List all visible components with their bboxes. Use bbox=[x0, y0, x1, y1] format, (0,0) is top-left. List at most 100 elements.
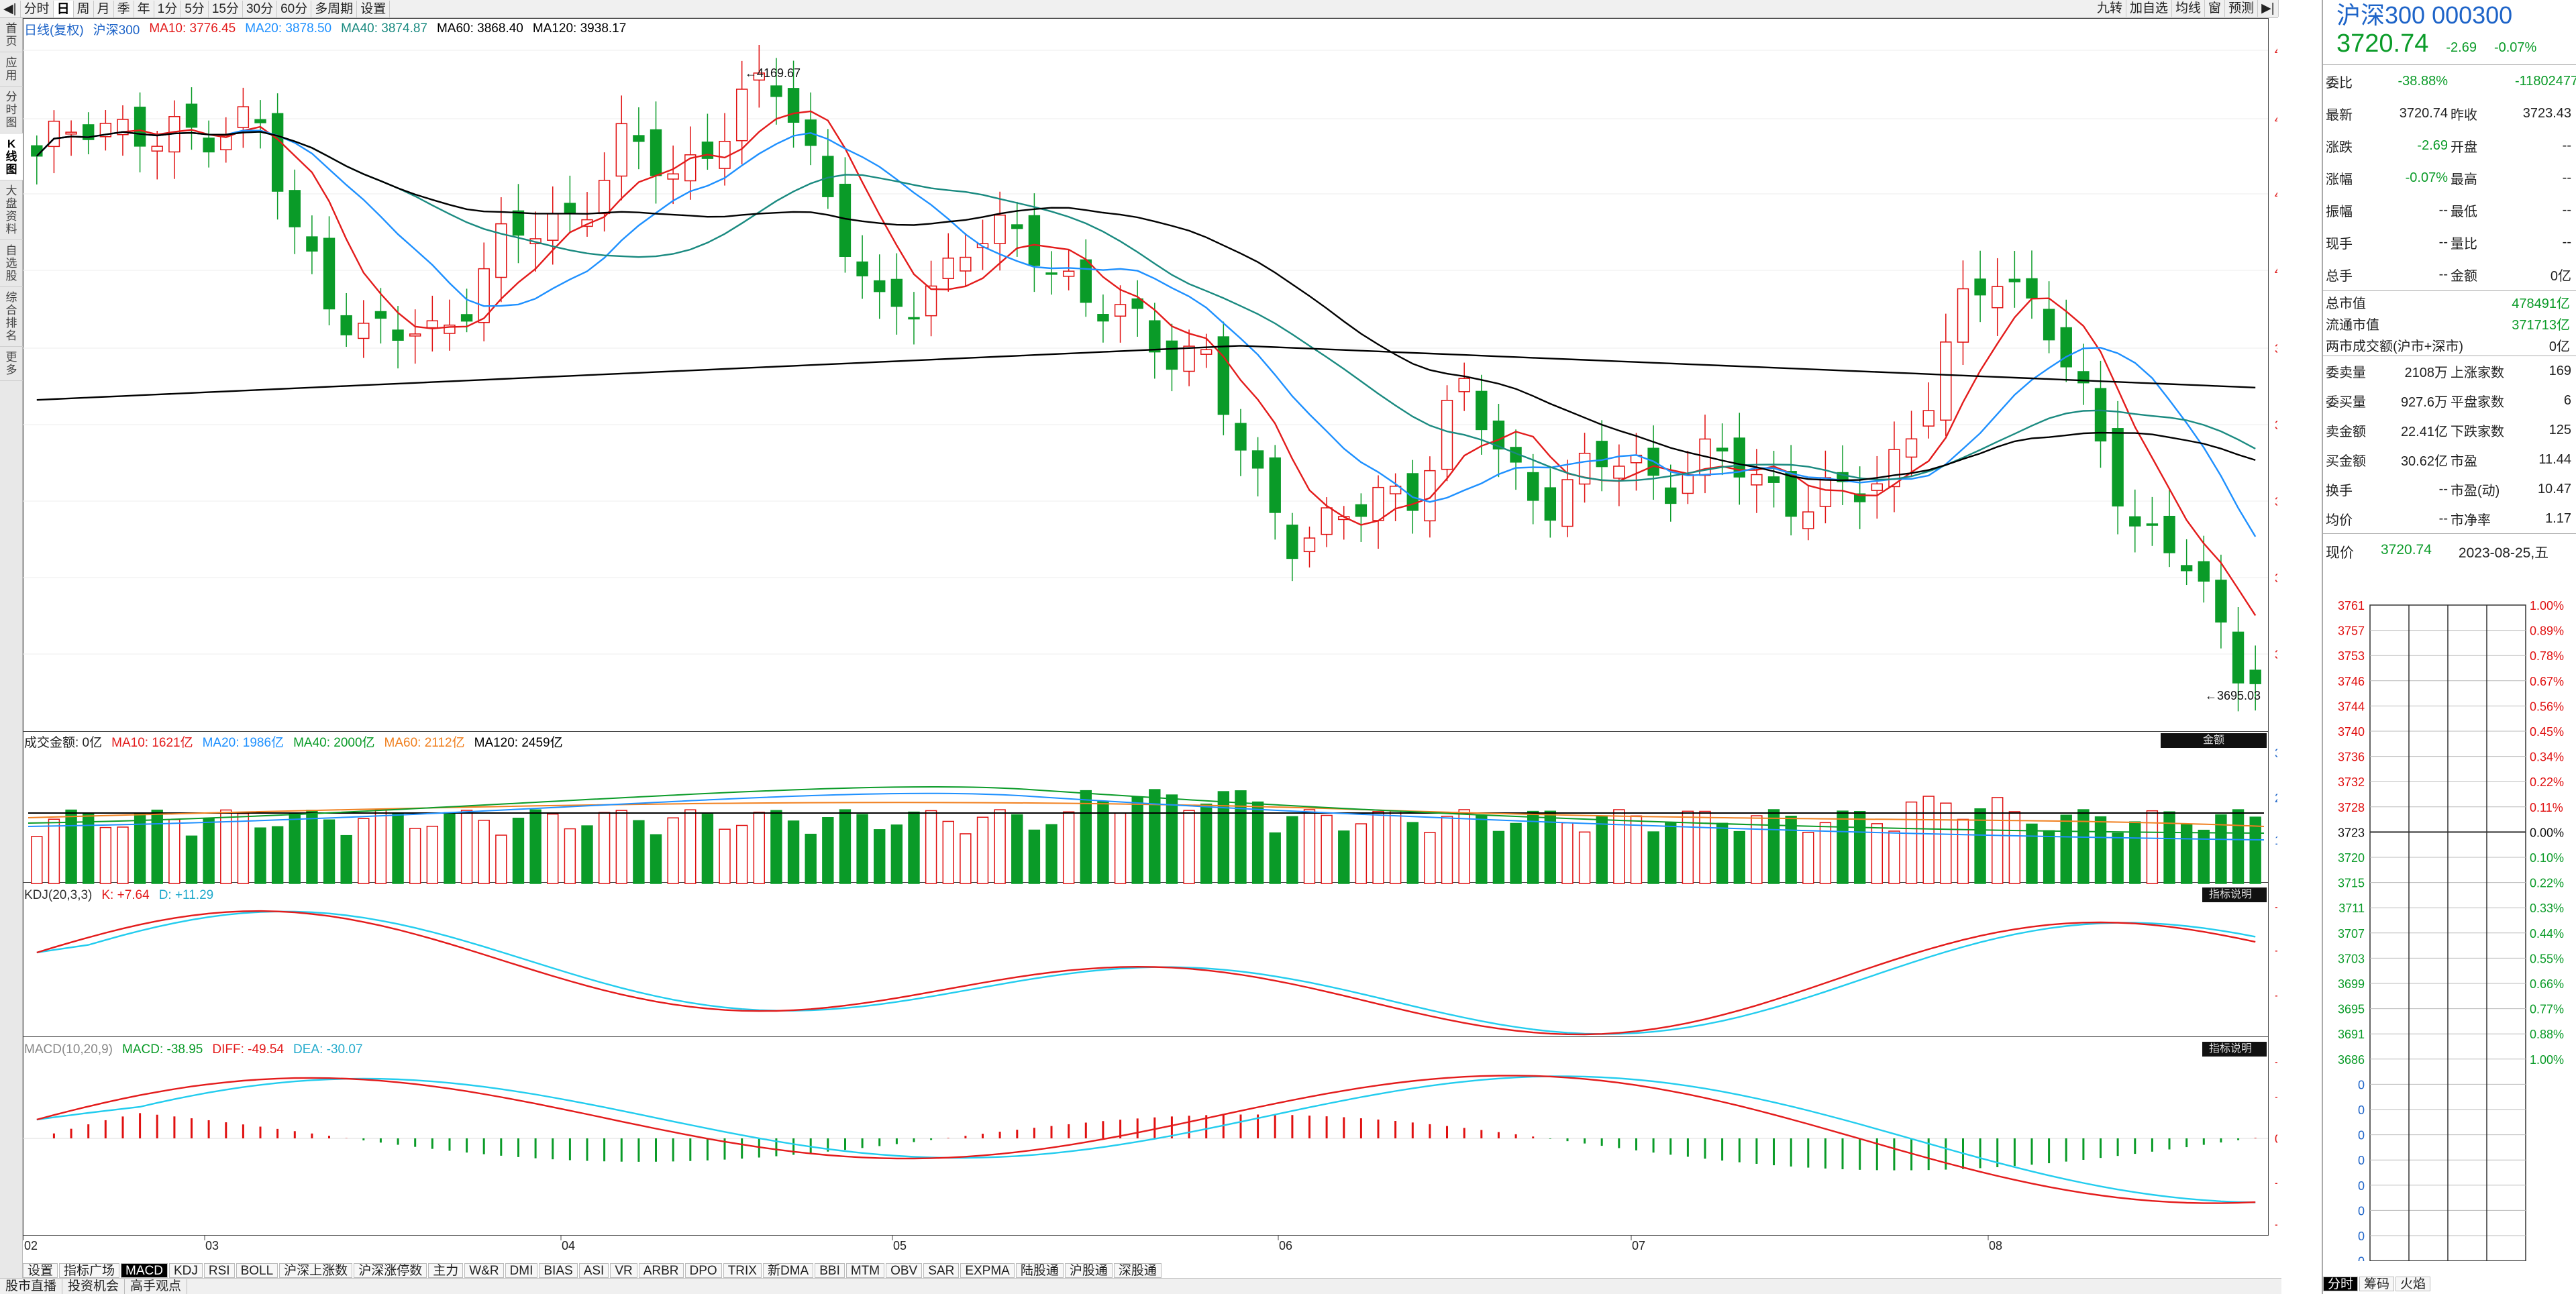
indicator-tab[interactable]: 陆股通 bbox=[1015, 1263, 1064, 1278]
quote-tab[interactable]: 筹码 bbox=[2359, 1277, 2395, 1291]
period-tab[interactable]: 多周期 bbox=[311, 0, 358, 17]
quote-cell: -- bbox=[2562, 170, 2571, 185]
indicator-tab[interactable]: 设置 bbox=[23, 1263, 58, 1278]
quote-cell: 371713亿 bbox=[2512, 317, 2570, 333]
candle-body bbox=[460, 314, 473, 322]
macd-help-tag[interactable]: 指标说明 bbox=[2202, 1042, 2267, 1057]
price-tick-label: 3728 bbox=[2275, 648, 2277, 661]
quote-cell: 量比 bbox=[2451, 236, 2477, 252]
volume-bar bbox=[306, 810, 318, 884]
sidebar-item[interactable]: 更多 bbox=[0, 347, 23, 381]
indicator-tab[interactable]: SAR bbox=[923, 1263, 960, 1278]
volume-bar bbox=[735, 824, 748, 884]
period-tab[interactable]: 日 bbox=[53, 0, 74, 17]
bottom-link[interactable]: 股市直播 bbox=[0, 1279, 63, 1294]
tool-button[interactable]: 均线 bbox=[2172, 0, 2206, 17]
candle-body bbox=[1888, 449, 1900, 488]
sidebar-item[interactable]: 分时图 bbox=[0, 87, 23, 133]
indicator-tab[interactable]: BBI bbox=[815, 1263, 845, 1278]
indicator-tab[interactable]: MTM bbox=[845, 1263, 885, 1278]
volume-bar bbox=[1389, 810, 1402, 884]
toolbar-next-icon[interactable]: ▶| bbox=[2258, 0, 2279, 17]
indicator-tab[interactable]: 指标广场 bbox=[59, 1263, 120, 1278]
indicator-tab[interactable]: ARBR bbox=[638, 1263, 684, 1278]
volume-bar bbox=[1665, 822, 1677, 884]
sidebar-item[interactable]: 自选股 bbox=[0, 240, 23, 287]
quote-tab[interactable]: 分时 bbox=[2323, 1277, 2359, 1291]
period-tab[interactable]: 周 bbox=[74, 0, 94, 17]
quote-tab[interactable]: 火焰 bbox=[2395, 1277, 2431, 1291]
sidebar-item[interactable]: 首页 bbox=[0, 18, 23, 52]
kdj-tick-label: +34.93 bbox=[2275, 989, 2277, 1003]
volume-bar bbox=[2060, 814, 2072, 884]
tool-button[interactable]: 九转 bbox=[2094, 0, 2127, 17]
indicator-tab[interactable]: RSI bbox=[203, 1263, 235, 1278]
indicator-tab[interactable]: 新DMA bbox=[762, 1263, 814, 1278]
indicator-tab[interactable]: W&R bbox=[464, 1263, 504, 1278]
sidebar-item[interactable]: 综合排名 bbox=[0, 287, 23, 347]
period-tab[interactable]: 分时 bbox=[21, 0, 54, 17]
indicator-tab[interactable]: DMI bbox=[505, 1263, 538, 1278]
indicator-tab[interactable]: BOLL bbox=[236, 1263, 278, 1278]
period-tab[interactable]: 季 bbox=[114, 0, 134, 17]
ma120-line bbox=[36, 345, 2256, 401]
period-tab[interactable]: 30分 bbox=[243, 0, 278, 17]
tool-button[interactable]: 预测 bbox=[2225, 0, 2259, 17]
indicator-tab[interactable]: MACD bbox=[121, 1263, 168, 1278]
indicator-tab[interactable]: 沪深涨停数 bbox=[354, 1263, 427, 1278]
quote-cell: 3723.43 bbox=[2522, 105, 2571, 121]
ma-line bbox=[36, 129, 2257, 537]
candle-body bbox=[547, 213, 559, 241]
sidebar-item[interactable]: 大盘资料 bbox=[0, 180, 23, 240]
kdj-help-tag[interactable]: 指标说明 bbox=[2202, 887, 2267, 902]
tool-button[interactable]: 加自选 bbox=[2126, 0, 2173, 17]
bottom-link[interactable]: 高手观点 bbox=[125, 1279, 188, 1294]
volume-bar bbox=[1544, 810, 1557, 884]
mini-pct-label: 0.22% bbox=[2530, 877, 2564, 890]
period-tab[interactable]: 15分 bbox=[209, 0, 243, 17]
indicator-tab[interactable]: BIAS bbox=[539, 1263, 578, 1278]
indicator-tab[interactable]: VR bbox=[610, 1263, 637, 1278]
period-tab[interactable]: 月 bbox=[94, 0, 114, 17]
indicator-tab[interactable]: 深股通 bbox=[1113, 1263, 1162, 1278]
amount-tag[interactable]: 金额 bbox=[2161, 733, 2267, 748]
quote-cell: -- bbox=[2562, 138, 2571, 153]
intraday-mini-chart[interactable]: 3761 1.00% 3757 0.89% 3753 0.78% 3746 0.67% 3744… bbox=[2323, 590, 2576, 1261]
volume-bar bbox=[1802, 832, 1814, 884]
period-tab[interactable]: 5分 bbox=[181, 0, 209, 17]
volume-bar bbox=[2146, 810, 2159, 884]
indicator-tab[interactable]: ASI bbox=[578, 1263, 609, 1278]
quote-cell: -38.88% bbox=[2398, 73, 2449, 89]
toolbar-arrow-icon[interactable]: ◀| bbox=[0, 0, 21, 17]
tool-button[interactable]: 窗 bbox=[2205, 0, 2226, 17]
indicator-tab[interactable]: TRIX bbox=[723, 1263, 762, 1278]
kdj-d-label: D: +11.29 bbox=[158, 888, 214, 902]
volume-bar bbox=[1269, 832, 1281, 884]
quote-row: 卖金额 22.41亿 下跌家数 125 bbox=[2323, 415, 2576, 445]
indicator-tab[interactable]: DPO bbox=[684, 1263, 722, 1278]
indicator-tab[interactable]: EXPMA bbox=[960, 1263, 1015, 1278]
indicator-tab[interactable]: KDJ bbox=[168, 1263, 203, 1278]
indicator-tab[interactable]: 沪股通 bbox=[1064, 1263, 1113, 1278]
volume-bar bbox=[1286, 816, 1298, 884]
period-tab[interactable]: 年 bbox=[134, 0, 154, 17]
candle-body bbox=[65, 131, 77, 135]
volume-legend: 成交金额: 0亿 MA10: 1621亿 MA20: 1986亿 MA40: 2… bbox=[24, 733, 563, 750]
diff-line bbox=[36, 1075, 2256, 1204]
sidebar-item[interactable]: 应用 bbox=[0, 52, 23, 87]
candle-body bbox=[2008, 278, 2021, 282]
indicator-tab[interactable]: 主力 bbox=[428, 1263, 464, 1278]
period-tab[interactable]: 1分 bbox=[154, 0, 182, 17]
period-tab[interactable]: 60分 bbox=[277, 0, 312, 17]
quote-change: -2.69 bbox=[2446, 40, 2477, 55]
bottom-link[interactable]: 投资机会 bbox=[62, 1279, 125, 1294]
period-toolbar: ◀| 分时日周月季年 1分 5分 15分 30分 60分 多周期 设置 bbox=[0, 0, 2278, 18]
volume-bar bbox=[1888, 830, 1900, 884]
kline-chart[interactable]: 4196 4138 4079 4020 3962 3904 3845 3786 3728 3964… bbox=[23, 18, 2277, 1263]
period-tab[interactable]: 设置 bbox=[357, 0, 391, 17]
candle-body bbox=[1114, 304, 1127, 317]
indicator-tab[interactable]: OBV bbox=[886, 1263, 923, 1278]
indicator-tab[interactable]: 沪深上涨数 bbox=[279, 1263, 353, 1278]
candle-body bbox=[1785, 471, 1797, 517]
